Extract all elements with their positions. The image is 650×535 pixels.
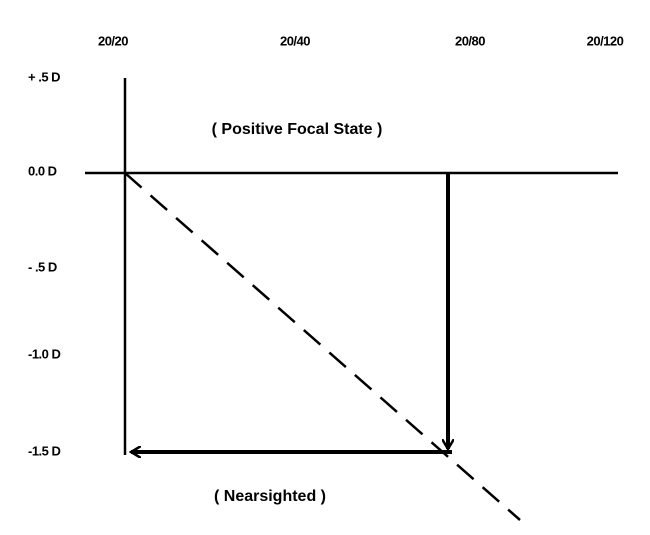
left-label: -1.5 D [28,443,61,458]
top-label: 20/20 [98,33,128,48]
annotation: ( Nearsighted ) [214,488,326,505]
dashed-line [124,172,521,521]
left-label: + .5 D [28,69,60,84]
top-label: 20/40 [280,33,310,48]
top-label: 20/120 [587,33,624,48]
left-label: - .5 D [28,259,57,274]
annotation: ( Positive Focal State ) [212,121,383,138]
top-label: 20/80 [455,33,485,48]
left-label: -1.0 D [28,346,61,361]
left-label: 0.0 D [28,163,57,178]
